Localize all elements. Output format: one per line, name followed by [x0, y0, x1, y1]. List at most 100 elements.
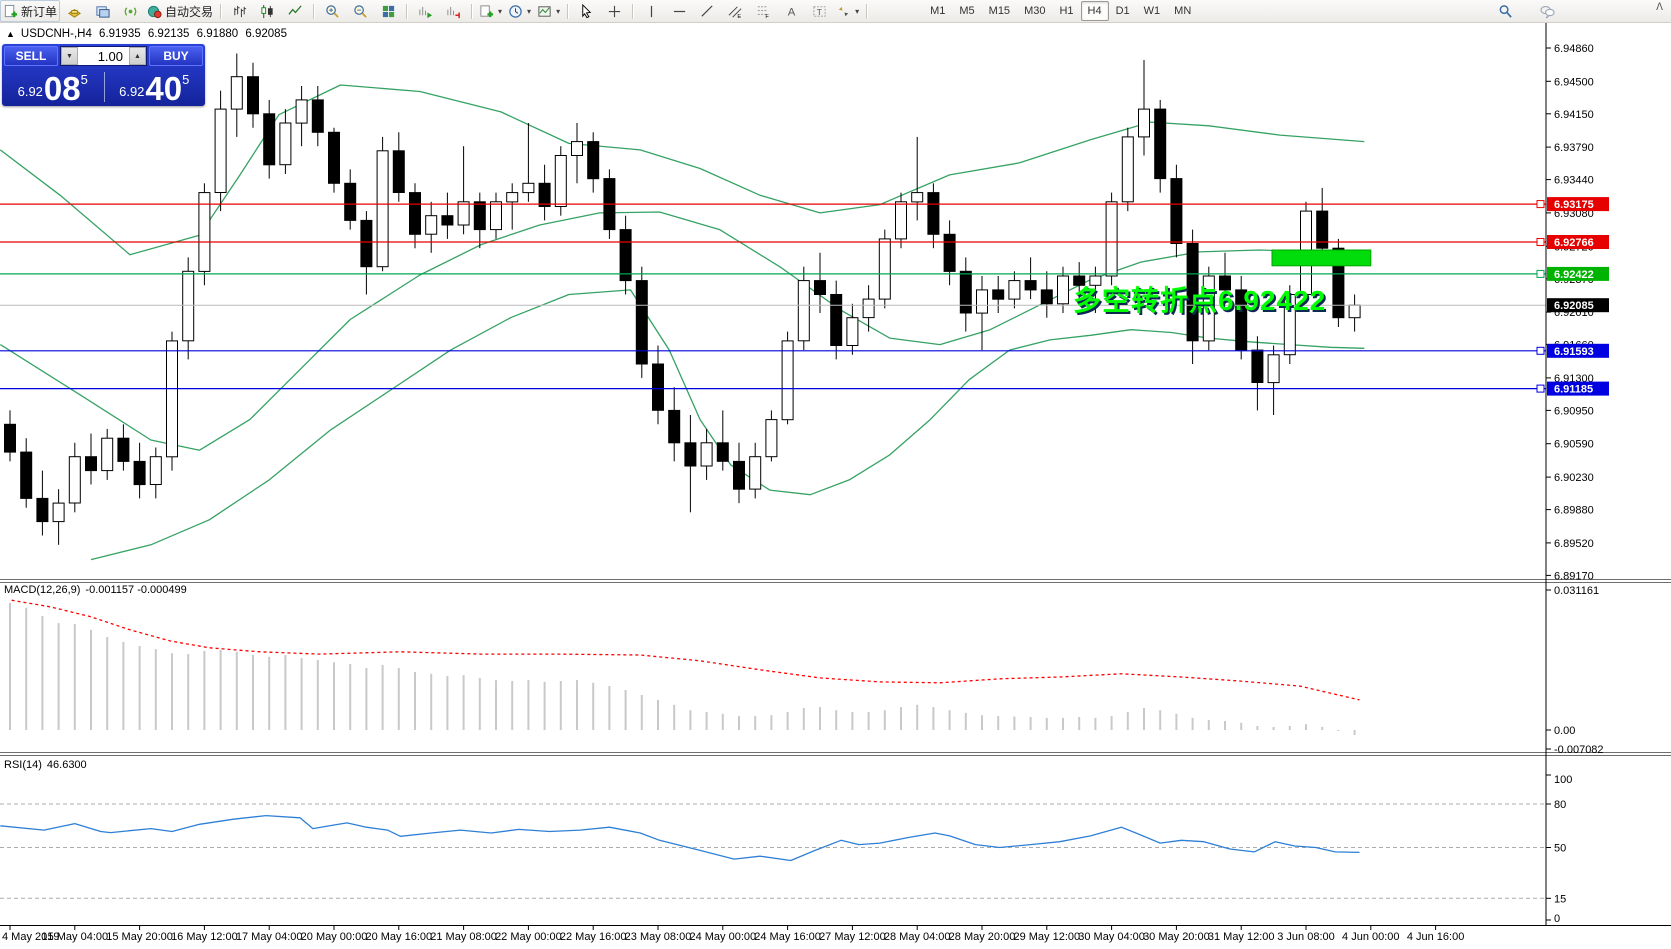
candle — [457, 201, 470, 226]
macd-values: -0.001157 -0.000499 — [85, 584, 187, 596]
volume-down-button[interactable]: ▼ — [61, 47, 78, 65]
market-depth-button[interactable] — [60, 0, 88, 22]
toolbar-overflow-icon[interactable]: ᐱ — [1656, 2, 1663, 13]
macd-bar — [284, 655, 287, 730]
candle — [1105, 201, 1118, 277]
highlight-rectangle[interactable] — [1271, 249, 1372, 267]
autotrade-button[interactable]: 自动交易 — [144, 0, 216, 22]
tab-timeframe-m5[interactable]: M5 — [959, 5, 975, 17]
tab-timeframe-h1[interactable]: H1 — [1059, 5, 1074, 17]
templates-icon — [538, 5, 551, 17]
buy-price-prefix: 6.92 — [119, 84, 145, 99]
pane-separator[interactable] — [0, 752, 1671, 753]
tab-timeframe-d1[interactable]: D1 — [1115, 5, 1130, 17]
tab-timeframe-m15[interactable]: M15 — [988, 5, 1011, 17]
indicators-button[interactable]: ▾ — [476, 0, 505, 22]
tab-timeframe-w1[interactable]: W1 — [1143, 5, 1161, 17]
macd-bar — [300, 658, 303, 730]
macd-bar — [640, 695, 643, 730]
candle — [554, 155, 567, 207]
candle — [797, 280, 810, 342]
macd-bar — [1224, 721, 1226, 730]
buy-price[interactable]: 6.92 40 5 — [104, 68, 206, 106]
time-axis-label: 23 May 08:00 — [625, 931, 692, 943]
hline-handle[interactable] — [1536, 200, 1545, 209]
market-depth-icon — [67, 8, 81, 18]
auto-scroll-button[interactable] — [411, 0, 439, 22]
rsi-value: 46.6300 — [46, 759, 87, 771]
zoom-out-button[interactable] — [346, 0, 374, 22]
zoom-in-icon — [325, 4, 339, 18]
pivot-annotation[interactable]: 多空转折点6.92422 — [1073, 285, 1327, 316]
candle — [992, 289, 1005, 300]
charts-window-button[interactable] — [88, 0, 116, 22]
pane-separator[interactable] — [0, 582, 1671, 583]
text-label-button[interactable]: T — [805, 0, 833, 22]
time-axis-label: 3 Jun 08:00 — [1277, 931, 1335, 943]
chat-icon — [1539, 5, 1555, 18]
pane-separator[interactable] — [0, 579, 1671, 580]
candle — [862, 298, 875, 319]
volume-up-button[interactable]: ▲ — [129, 47, 146, 65]
vertical-line-icon — [650, 5, 652, 17]
candle — [1202, 275, 1215, 342]
time-axis-label: 29 May 12:00 — [1013, 931, 1080, 943]
trendline-button[interactable] — [693, 0, 721, 22]
chevron-down-icon: ▾ — [556, 6, 561, 16]
macd-bar — [365, 668, 368, 730]
pane-separator[interactable] — [0, 755, 1671, 756]
macd-bar — [1321, 726, 1324, 730]
candle — [1024, 280, 1037, 291]
volume-input[interactable]: 1.00 — [78, 47, 129, 65]
chart-shift-button[interactable] — [439, 0, 467, 22]
macd-bar — [786, 712, 789, 730]
vertical-line-button[interactable] — [637, 0, 665, 22]
sell-button[interactable]: SELL — [4, 46, 58, 66]
chevron-down-icon: ▼ — [66, 52, 73, 60]
autotrade-label: 自动交易 — [165, 4, 214, 19]
candlestick-chart-button[interactable] — [253, 0, 281, 22]
candle — [1235, 289, 1248, 351]
tile-windows-button[interactable] — [374, 0, 402, 22]
macd-bar — [1175, 713, 1178, 730]
periods-button[interactable]: ▾ — [505, 0, 534, 22]
arrows-button[interactable]: ▾ — [833, 0, 862, 22]
candle — [101, 437, 114, 472]
bar-chart-button[interactable] — [225, 0, 253, 22]
crosshair-button[interactable] — [600, 0, 628, 22]
equidistant-channel-button[interactable]: E — [721, 0, 749, 22]
horizontal-line-button[interactable] — [665, 0, 693, 22]
macd-bar — [1256, 726, 1259, 730]
new-order-button[interactable]: 新订单 — [0, 0, 61, 22]
time-axis-label: 20 May 16:00 — [365, 931, 432, 943]
tab-timeframe-h4[interactable]: H4 — [1080, 1, 1109, 21]
hline-handle[interactable] — [1536, 238, 1545, 246]
candle — [733, 460, 745, 490]
tab-timeframe-m30[interactable]: M30 — [1024, 5, 1046, 17]
macd-bar — [138, 646, 141, 730]
cursor-button[interactable] — [572, 0, 600, 22]
collapse-ohlc-icon[interactable]: ▲ — [6, 29, 15, 39]
sell-price[interactable]: 6.92 08 5 — [2, 68, 104, 106]
zoom-in-button[interactable] — [318, 0, 346, 22]
templates-button[interactable]: ▾ — [534, 0, 563, 22]
tab-timeframe-m1[interactable]: M1 — [930, 5, 946, 17]
cursor-icon — [581, 3, 591, 18]
macd-bar — [916, 704, 919, 730]
chat-button[interactable] — [1533, 0, 1561, 22]
buy-button[interactable]: BUY — [149, 46, 203, 66]
text-button[interactable]: A — [777, 0, 805, 22]
hline-handle[interactable] — [1536, 384, 1545, 393]
line-chart-button[interactable] — [281, 0, 309, 22]
candle — [36, 497, 49, 523]
hline-handle[interactable] — [1536, 269, 1545, 278]
candle — [668, 409, 681, 444]
search-button[interactable] — [1491, 0, 1519, 22]
tab-timeframe-mn[interactable]: MN — [1174, 5, 1192, 17]
hline-handle[interactable] — [1536, 346, 1545, 355]
fibonacci-button[interactable]: F — [749, 0, 777, 22]
bar-chart-icon — [233, 5, 246, 17]
price-axis-label: 6.94860 — [1554, 43, 1594, 55]
signals-button[interactable] — [116, 0, 144, 22]
